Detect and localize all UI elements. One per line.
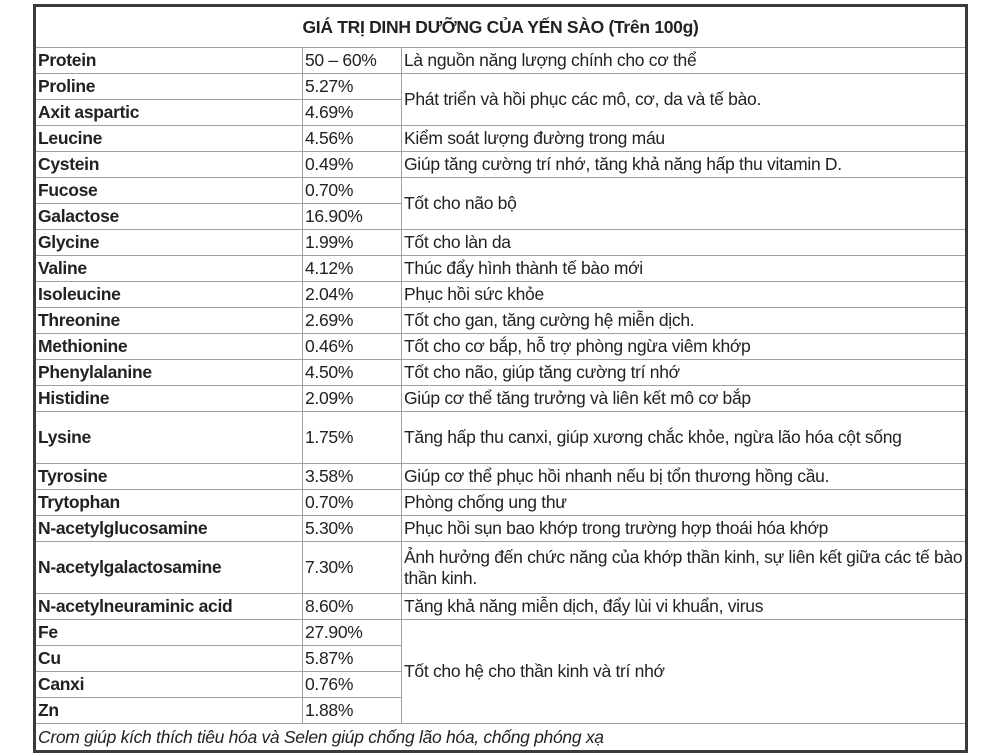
nutrient-benefit: Phát triển và hồi phục các mô, cơ, da và…: [401, 73, 967, 126]
nutrient-name: Cu: [34, 645, 303, 672]
nutrient-benefit: Là nguồn năng lượng chính cho cơ thể: [401, 47, 967, 74]
table-row: N-acetylglucosamine 5.30% Phục hồi sụn bao…: [34, 515, 967, 542]
nutrient-name: N-acetylglucosamine: [34, 515, 303, 542]
nutrient-name: Zn: [34, 697, 303, 724]
table-row: Tyrosine 3.58% Giúp cơ thể phục hồi nhanh …: [34, 463, 967, 490]
table-footnote: Crom giúp kích thích tiêu hóa và Selen g…: [34, 723, 967, 752]
nutrient-name: Axit aspartic: [34, 99, 303, 126]
table-row: Histidine 2.09% Giúp cơ thể tăng trưởng và…: [34, 385, 967, 412]
nutrient-value: 5.30%: [302, 515, 402, 542]
table-row: Fucose 0.70% Tốt cho não bộ: [34, 177, 967, 230]
table-row: Phenylalanine 4.50% Tốt cho não, giúp tăng…: [34, 359, 967, 386]
nutrition-table: GIÁ TRỊ DINH DƯỠNG CỦA YẾN SÀO (Trên 100…: [33, 4, 968, 753]
nutrient-name: Tyrosine: [34, 463, 303, 490]
nutrient-name: Trytophan: [34, 489, 303, 516]
nutrient-value: 3.58%: [302, 463, 402, 490]
nutrient-value: 1.88%: [302, 697, 402, 724]
table-row: N-acetylgalactosamine 7.30% Ảnh hưởng đến …: [34, 541, 967, 594]
nutrient-name: Phenylalanine: [34, 359, 303, 386]
nutrient-benefit: Tốt cho hệ cho thần kinh và trí nhớ: [401, 619, 967, 724]
nutrient-name: Canxi: [34, 671, 303, 698]
nutrient-benefit: Tốt cho não, giúp tăng cường trí nhớ: [401, 359, 967, 386]
nutrient-value: 5.27%: [302, 73, 402, 100]
nutrient-value: 4.56%: [302, 125, 402, 152]
nutrient-benefit: Thúc đẩy hình thành tế bào mới: [401, 255, 967, 282]
nutrient-name: Valine: [34, 255, 303, 282]
nutrient-name: Glycine: [34, 229, 303, 256]
nutrient-name: N-acetylneuraminic acid: [34, 593, 303, 620]
nutrient-benefit: Giúp tăng cường trí nhớ, tăng khả năng h…: [401, 151, 967, 178]
nutrient-value: 16.90%: [302, 203, 402, 230]
nutrient-benefit: Tốt cho não bộ: [401, 177, 967, 230]
nutrient-value: 4.69%: [302, 99, 402, 126]
nutrient-value: 2.69%: [302, 307, 402, 334]
table-row: Trytophan 0.70% Phòng chống ung thư: [34, 489, 967, 516]
nutrient-name: Lysine: [34, 411, 303, 464]
table-row: Methionine 0.46% Tốt cho cơ bắp, hỗ trợ ph…: [34, 333, 967, 360]
nutrient-name: Threonine: [34, 307, 303, 334]
nutrient-value: 7.30%: [302, 541, 402, 594]
nutrient-benefit: Tốt cho gan, tăng cường hệ miễn dịch.: [401, 307, 967, 334]
table-row: Cu 5.87%: [34, 645, 967, 672]
nutrient-value: 0.49%: [302, 151, 402, 178]
table-row: Cystein 0.49% Giúp tăng cường trí nhớ, tăn…: [34, 151, 967, 178]
nutrient-benefit: Phục hồi sức khỏe: [401, 281, 967, 308]
table-row: Axit aspartic 4.69%: [34, 99, 967, 126]
nutrient-name: Fucose: [34, 177, 303, 204]
nutrient-benefit: Tốt cho cơ bắp, hỗ trợ phòng ngừa viêm k…: [401, 333, 967, 360]
nutrient-name: Methionine: [34, 333, 303, 360]
table-row: Protein 50 – 60% Là nguồn năng lượng chính…: [34, 47, 967, 74]
nutrient-name: N-acetylgalactosamine: [34, 541, 303, 594]
nutrient-value: 0.46%: [302, 333, 402, 360]
nutrient-benefit: Phục hồi sụn bao khớp trong trường hợp t…: [401, 515, 967, 542]
nutrient-benefit: Tăng khả năng miễn dịch, đẩy lùi vi khuẩ…: [401, 593, 967, 620]
table-row: Proline 5.27% Phát triển và hồi phục các m…: [34, 73, 967, 126]
nutrient-name: Isoleucine: [34, 281, 303, 308]
table-row: N-acetylneuraminic acid 8.60% Tăng khả năn…: [34, 593, 967, 620]
table-row: Leucine 4.56% Kiểm soát lượng đường trong …: [34, 125, 967, 152]
table-row: Canxi 0.76%: [34, 671, 967, 698]
nutrient-name: Histidine: [34, 385, 303, 412]
table-row: Threonine 2.69% Tốt cho gan, tăng cường hệ…: [34, 307, 967, 334]
table-row: Zn 1.88%: [34, 697, 967, 724]
nutrient-name: Cystein: [34, 151, 303, 178]
nutrient-name: Protein: [34, 47, 303, 74]
nutrient-value: 50 – 60%: [302, 47, 402, 74]
nutrient-name: Leucine: [34, 125, 303, 152]
nutrient-value: 5.87%: [302, 645, 402, 672]
nutrient-benefit: Tăng hấp thu canxi, giúp xương chắc khỏe…: [401, 411, 967, 464]
nutrient-benefit: Giúp cơ thể tăng trưởng và liên kết mô c…: [401, 385, 967, 412]
nutrient-benefit: Tốt cho làn da: [401, 229, 967, 256]
nutrient-value: 2.04%: [302, 281, 402, 308]
nutrient-value: 0.70%: [302, 177, 402, 204]
nutrient-value: 1.99%: [302, 229, 402, 256]
nutrient-benefit: Kiểm soát lượng đường trong máu: [401, 125, 967, 152]
nutrient-value: 27.90%: [302, 619, 402, 646]
nutrient-name: Fe: [34, 619, 303, 646]
nutrient-value: 4.12%: [302, 255, 402, 282]
table-title: GIÁ TRỊ DINH DƯỠNG CỦA YẾN SÀO (Trên 100…: [34, 5, 967, 48]
table-row: Lysine 1.75% Tăng hấp thu canxi, giúp xươn…: [34, 411, 967, 464]
nutrient-value: 0.70%: [302, 489, 402, 516]
nutrient-value: 4.50%: [302, 359, 402, 386]
table-row: Glycine 1.99% Tốt cho làn da: [34, 229, 967, 256]
nutrient-value: 2.09%: [302, 385, 402, 412]
table-row: Isoleucine 2.04% Phục hồi sức khỏe: [34, 281, 967, 308]
nutrient-benefit: Phòng chống ung thư: [401, 489, 967, 516]
nutrient-value: 0.76%: [302, 671, 402, 698]
nutrient-value: 8.60%: [302, 593, 402, 620]
table-row: Valine 4.12% Thúc đẩy hình thành tế bào mớ…: [34, 255, 967, 282]
nutrient-name: Galactose: [34, 203, 303, 230]
nutrient-name: Proline: [34, 73, 303, 100]
nutrient-benefit: Ảnh hưởng đến chức năng của khớp thần ki…: [401, 541, 967, 594]
nutrient-value: 1.75%: [302, 411, 402, 464]
table-row: Fe 27.90% Tốt cho hệ cho thần kinh và trí …: [34, 619, 967, 724]
nutrient-benefit: Giúp cơ thể phục hồi nhanh nếu bị tổn th…: [401, 463, 967, 490]
